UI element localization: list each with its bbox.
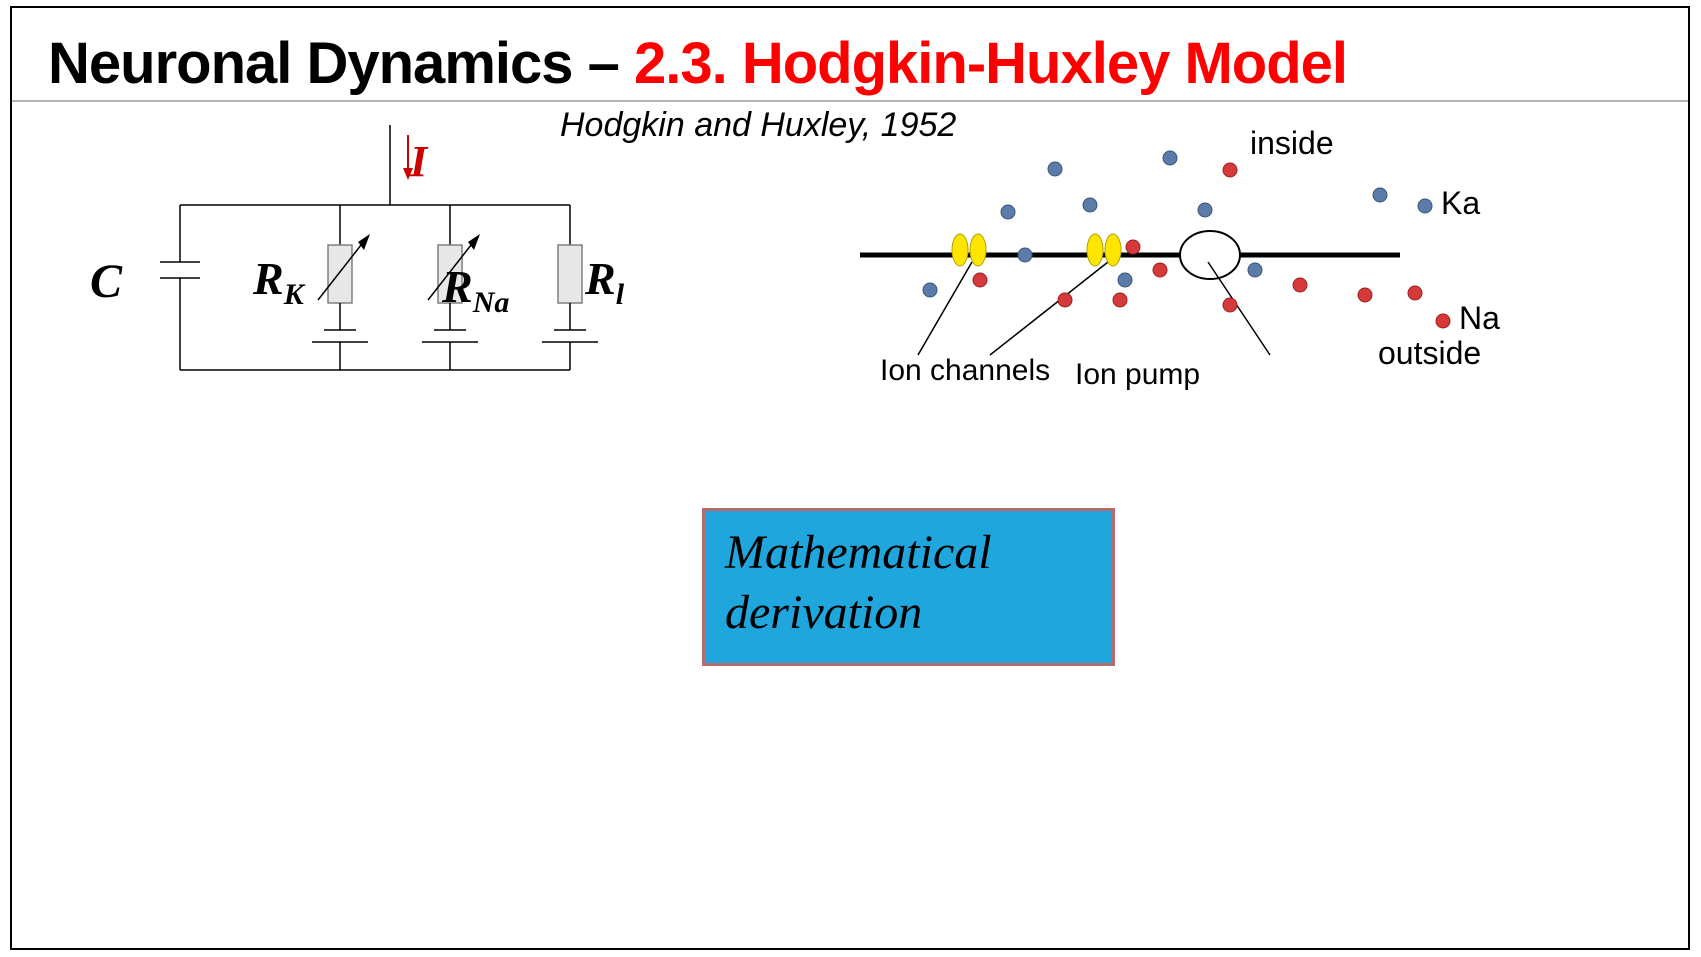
ka-ion-icon	[1118, 273, 1132, 287]
title-red: 2.3. Hodgkin-Huxley Model	[634, 31, 1347, 96]
inside-label: inside	[1250, 125, 1334, 162]
na-text: Na	[1459, 300, 1500, 336]
ion-channel-icon	[970, 234, 986, 266]
ka-ion-icon	[923, 283, 937, 297]
na-ion-icon	[1223, 163, 1237, 177]
na-ion-icon	[1126, 240, 1140, 254]
rl-sub: l	[616, 278, 624, 311]
na-ion-icon	[973, 273, 987, 287]
ka-ion-icon	[1248, 263, 1262, 277]
rk-sub: K	[284, 278, 304, 311]
ion-channel-icon	[1087, 234, 1103, 266]
rl-base: R	[585, 253, 616, 304]
na-ion-icon	[1058, 293, 1072, 307]
ka-ion-icon	[1048, 162, 1062, 176]
na-ion-icon	[1293, 278, 1307, 292]
title-black: Neuronal Dynamics –	[48, 31, 634, 96]
na-ion-icon	[1358, 288, 1372, 302]
math-derivation-box: Mathematical derivation	[702, 508, 1115, 666]
ka-ion-icon	[1198, 203, 1212, 217]
ion-channels-label: Ion channels	[880, 354, 1050, 388]
ka-ion-icon	[1083, 198, 1097, 212]
ka-label: Ka	[1415, 185, 1480, 222]
ka-ion-icon	[1163, 151, 1177, 165]
na-ion-icon	[1408, 286, 1422, 300]
ka-ion-icon	[1373, 188, 1387, 202]
rl-label: Rl	[585, 252, 624, 312]
capacitor-label: C	[90, 254, 122, 309]
math-line-2: derivation	[725, 583, 1092, 643]
outside-label: outside	[1378, 335, 1481, 372]
rk-base: R	[253, 253, 284, 304]
rna-base: R	[442, 261, 473, 312]
ka-text: Ka	[1441, 185, 1480, 221]
title-underline	[12, 100, 1688, 102]
ion-channel-icon	[1105, 234, 1121, 266]
rna-label: RNa	[442, 260, 509, 320]
current-label: I	[410, 136, 427, 187]
slide-title: Neuronal Dynamics – 2.3. Hodgkin-Huxley …	[48, 30, 1347, 97]
ion-pump-label: Ion pump	[1075, 358, 1200, 392]
na-ion-icon	[1153, 263, 1167, 277]
na-ion-icon	[1223, 298, 1237, 312]
ka-ion-icon	[1018, 248, 1032, 262]
math-line-1: Mathematical	[725, 523, 1092, 583]
rk-label: RK	[253, 252, 304, 312]
na-ion-icon	[1113, 293, 1127, 307]
ion-channel-icon	[952, 234, 968, 266]
circuit-diagram	[80, 120, 660, 400]
ka-ion-icon	[1001, 205, 1015, 219]
ka-dot-icon	[1415, 196, 1435, 216]
na-label: Na	[1433, 300, 1500, 337]
na-dot-icon	[1433, 311, 1453, 331]
rna-sub: Na	[473, 286, 510, 319]
